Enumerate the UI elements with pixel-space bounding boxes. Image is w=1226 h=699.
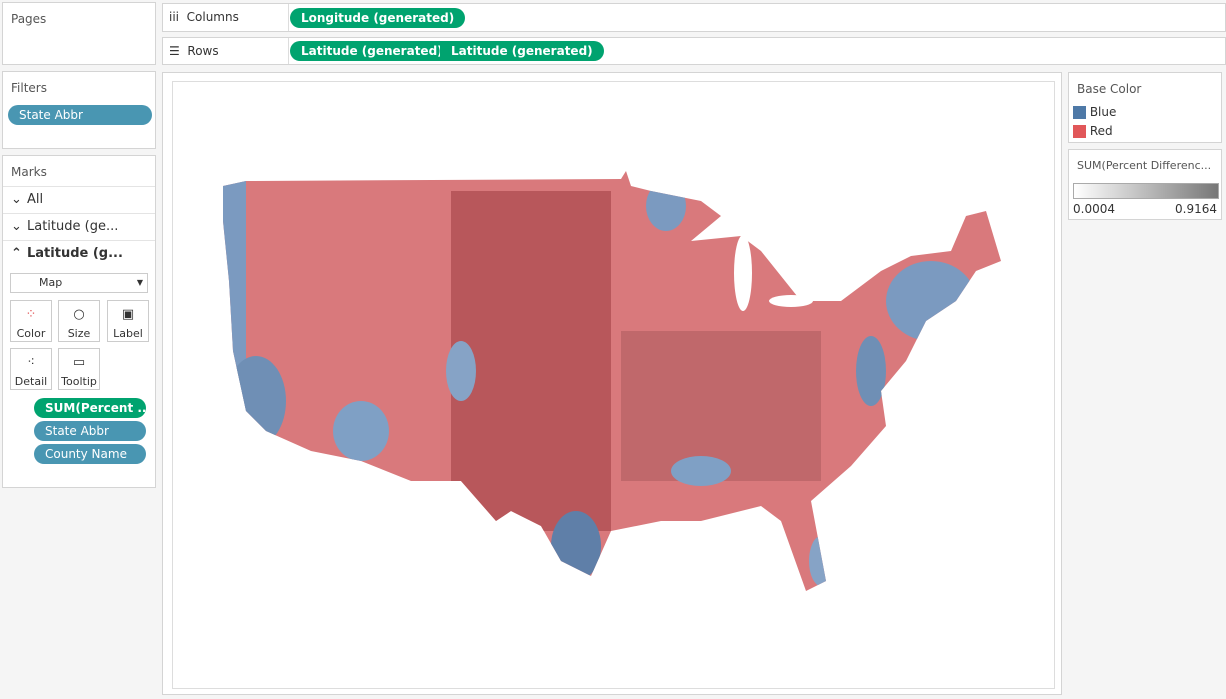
legend-max: 0.9164 [1175, 202, 1217, 216]
pages-title: Pages [11, 12, 47, 26]
shelf-label: Rows [187, 44, 219, 58]
row-pill[interactable]: Latitude (generated) [440, 41, 604, 61]
filter-pill[interactable]: State Abbr [8, 105, 152, 125]
button-label: Tooltip [61, 375, 97, 388]
layer-label: Latitude (ge... [27, 219, 119, 234]
button-label: Color [16, 327, 46, 340]
legend-title: SUM(Percent Differenc... [1077, 159, 1212, 172]
marks-layer[interactable]: ⌄ Latitude (ge... [3, 213, 155, 240]
mark-type: Map [39, 276, 63, 289]
button-label: Detail [14, 375, 48, 388]
pages-card: Pages [2, 2, 156, 65]
field-pill[interactable]: State Abbr [34, 421, 146, 441]
gradient-bar [1073, 183, 1219, 199]
marks-card: Marks ⌄ All ⌄ Latitude (ge... ⌃ Latitude (g… [2, 155, 156, 488]
filters-card: Filters State Abbr [2, 71, 156, 149]
legend-label: Red [1089, 124, 1113, 138]
label-button[interactable]: ▣ Label [107, 300, 149, 342]
legend-label: Blue [1089, 105, 1117, 119]
layer-label: Latitude (g... [27, 246, 123, 261]
field-pill[interactable]: SUM(Percent .. [34, 398, 146, 418]
field-pill[interactable]: County Name [34, 444, 146, 464]
row-pill[interactable]: Latitude (generated) [290, 41, 454, 61]
gradient-legend: SUM(Percent Differenc... 0.0004 0.9164 [1068, 149, 1222, 220]
mark-type-dropdown[interactable]: Map ▼ [10, 273, 148, 293]
legend-item[interactable]: Red [1073, 124, 1113, 138]
rows-shelf: ☰ Rows Latitude (generated) Latitude (ge… [162, 37, 1226, 65]
legend-swatch [1073, 125, 1086, 138]
columns-label: iii Columns [169, 10, 239, 24]
legend-item[interactable]: Blue [1073, 105, 1116, 119]
map [223, 171, 1001, 591]
rows-label: ☰ Rows [169, 44, 219, 58]
county-fill [223, 171, 1001, 591]
color-button[interactable]: ⁘ Color [10, 300, 52, 342]
layer-label: All [27, 192, 44, 207]
shelf-label: Columns [186, 10, 239, 24]
legend-min: 0.0004 [1073, 202, 1115, 216]
marks-layer[interactable]: ⌃ Latitude (g... [3, 240, 155, 267]
filters-title: Filters [11, 81, 47, 95]
button-label: Size [67, 327, 91, 340]
button-label: Label [113, 327, 143, 340]
size-button[interactable]: ○ Size [58, 300, 100, 342]
legend-title: Base Color [1077, 82, 1142, 96]
color-legend: Base Color Blue Red [1068, 72, 1222, 143]
legend-swatch [1073, 106, 1086, 119]
columns-shelf: iii Columns Longitude (generated) [162, 3, 1226, 32]
marks-title: Marks [11, 165, 47, 179]
view-pane [162, 72, 1062, 695]
tooltip-button[interactable]: ▭ Tooltip [58, 348, 100, 390]
column-pill[interactable]: Longitude (generated) [290, 8, 466, 28]
marks-layer[interactable]: ⌄ All [3, 186, 155, 213]
map-frame [172, 81, 1055, 689]
detail-button[interactable]: ⁖ Detail [10, 348, 52, 390]
